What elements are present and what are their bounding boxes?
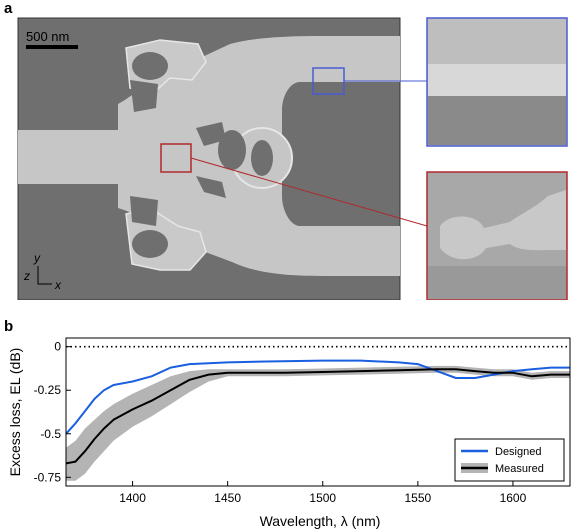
legend-measured-label: Measured bbox=[495, 463, 544, 475]
designed-series-line bbox=[66, 359, 570, 435]
x-tick-label: 1450 bbox=[214, 491, 241, 505]
measured-series-line bbox=[66, 368, 570, 465]
plot-layer bbox=[66, 345, 570, 481]
sem-figure: 500 nm y z x bbox=[17, 17, 568, 300]
scale-bar bbox=[26, 45, 78, 49]
y-tick-label: -0.5 bbox=[40, 427, 61, 441]
excess-loss-chart: 1400 1450 1500 1550 1600 0 -0.25 -0.5 -0.75 Wave… bbox=[7, 337, 571, 529]
zoom-inset-red bbox=[426, 171, 568, 300]
y-tick-label: 0 bbox=[54, 340, 61, 354]
panel-a-label: a bbox=[4, 0, 13, 17]
zoom-connector-red bbox=[190, 157, 428, 227]
x-tick-label: 1500 bbox=[309, 491, 336, 505]
ticks-layer: 1400 1450 1500 1550 1600 0 -0.25 -0.5 -0.75 bbox=[34, 340, 527, 505]
legend-designed-label: Designed bbox=[495, 446, 541, 458]
axis-arrows-icon bbox=[37, 266, 52, 285]
x-tick-label: 1550 bbox=[404, 491, 431, 505]
zoom-inset-blue bbox=[426, 17, 568, 147]
y-tick-label: -0.25 bbox=[34, 383, 62, 397]
x-axis-label: Wavelength, λ (nm) bbox=[260, 513, 381, 529]
panel-b-label: b bbox=[4, 318, 14, 335]
y-axis-label: Excess loss, EL (dB) bbox=[7, 348, 23, 477]
sem-main-image: 500 nm y z x bbox=[17, 17, 401, 300]
legend-box bbox=[454, 438, 565, 482]
plot-frame bbox=[65, 337, 571, 487]
x-tick-label: 1600 bbox=[500, 491, 527, 505]
legend: Designed Measured bbox=[454, 438, 565, 482]
y-tick-label: -0.75 bbox=[34, 470, 62, 484]
x-tick-label: 1400 bbox=[119, 491, 146, 505]
axis-z-label: z bbox=[23, 269, 30, 283]
measured-uncertainty-band bbox=[66, 365, 570, 481]
axis-x-label: x bbox=[54, 278, 62, 292]
axis-y-label: y bbox=[33, 251, 41, 265]
scale-bar-label: 500 nm bbox=[26, 29, 69, 44]
